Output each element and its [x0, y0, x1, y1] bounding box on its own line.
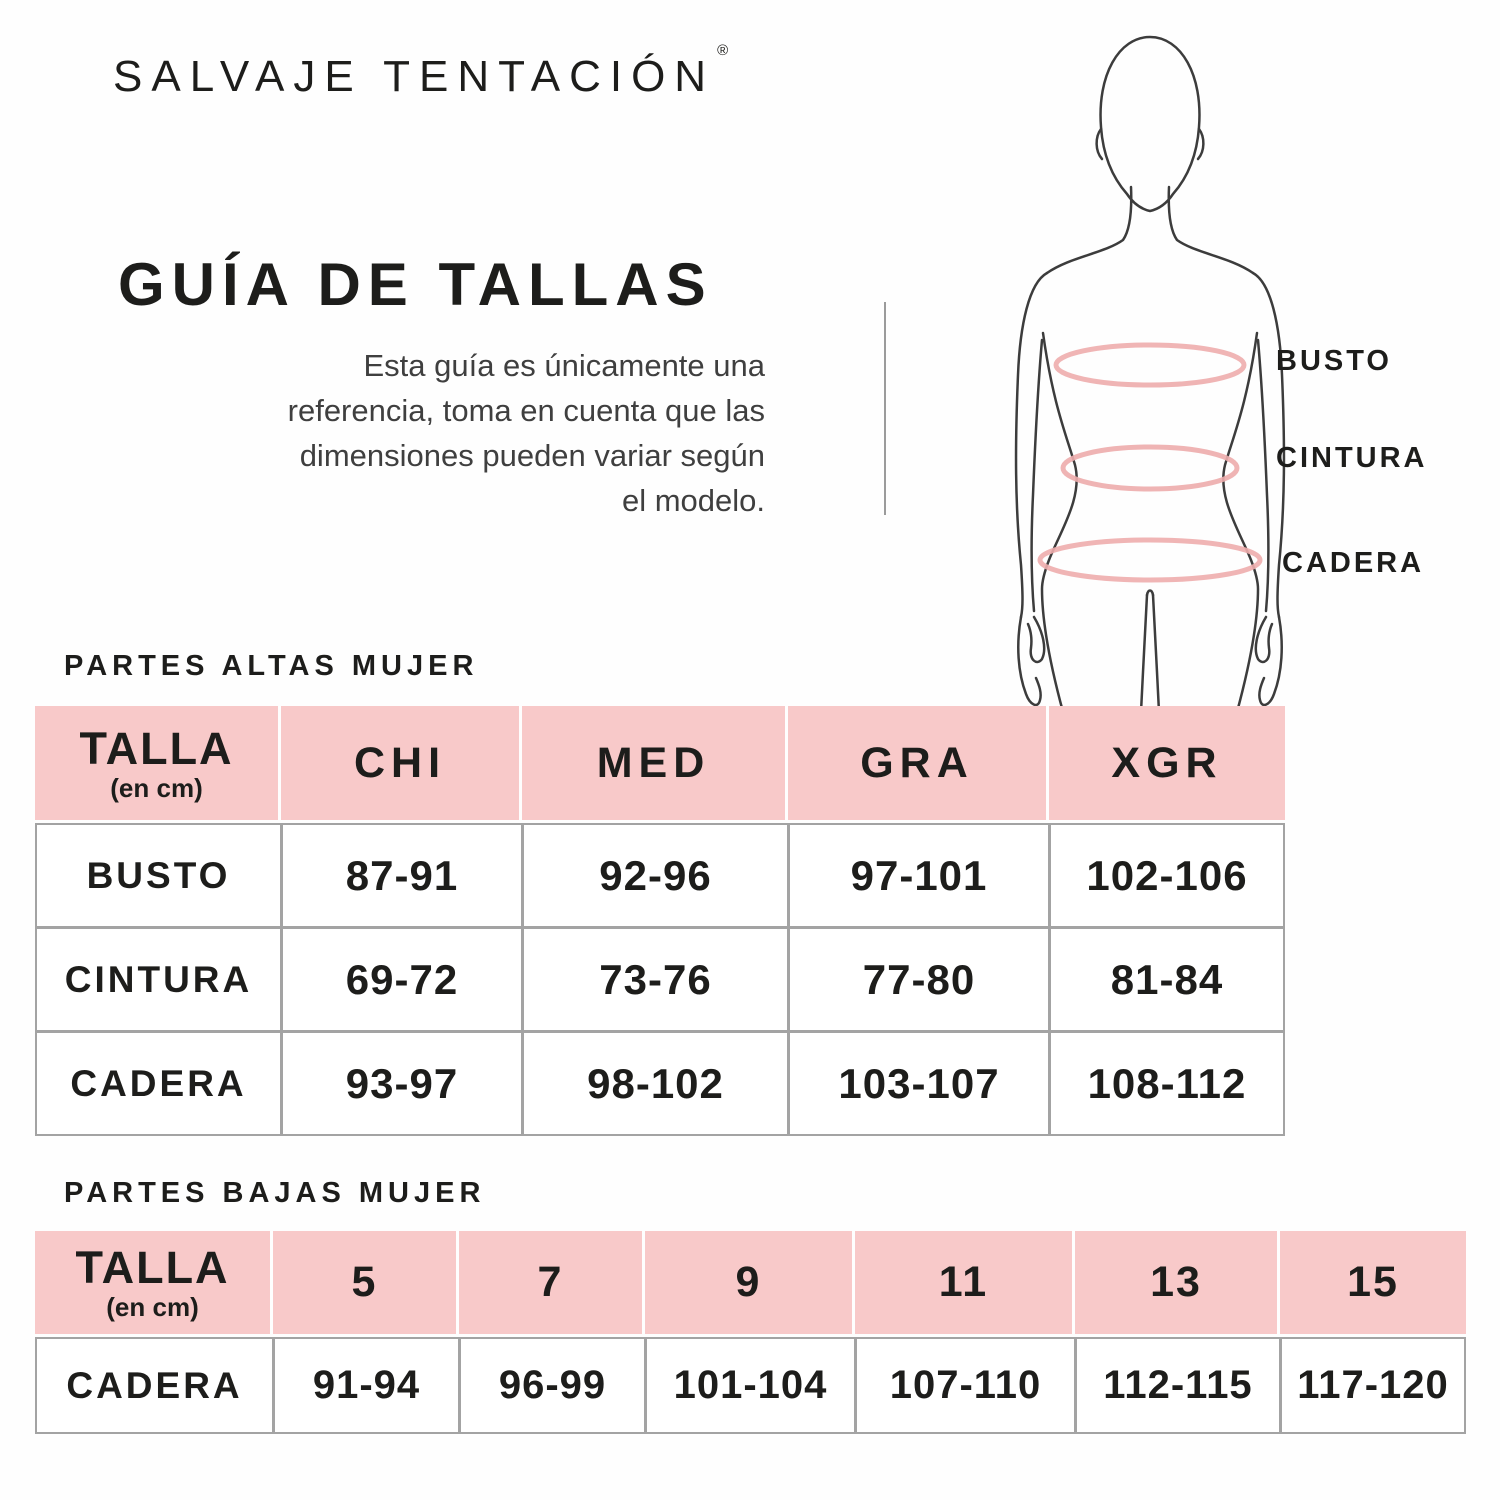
header-cell-15: 15: [1280, 1231, 1466, 1334]
bottoms-table-body: CADERA 91-94 96-99 101-104 107-110 112-1…: [35, 1337, 1466, 1434]
cell-cadera-med: 98-102: [524, 1033, 787, 1134]
registered-trademark-icon: ®: [717, 42, 729, 60]
talla-label: TALLA: [79, 722, 234, 774]
right-arm-inner: [1256, 338, 1270, 613]
talla-unit: (en cm): [110, 772, 203, 803]
bust-label: BUSTO: [1276, 345, 1392, 377]
talla-label: TALLA: [75, 1242, 230, 1293]
neck-right: [1167, 185, 1255, 275]
size-guide-description: Esta guía es únicamente una referencia, …: [78, 343, 765, 523]
bottoms-section-title: PARTES BAJAS MUJER: [64, 1177, 486, 1209]
cell-cintura-chi: 69-72: [283, 929, 521, 1030]
torso-left: [1040, 331, 1078, 713]
head-outline: [1099, 35, 1201, 213]
header-cell-gra: GRA: [788, 706, 1046, 820]
header-cell-7: 7: [459, 1231, 642, 1334]
row-label-cadera: CADERA: [37, 1339, 272, 1432]
cell-cadera-5: 91-94: [275, 1339, 458, 1432]
description-line: referencia, toma en cuenta que las: [287, 393, 765, 428]
inner-leg-right: [1151, 593, 1161, 713]
talla-unit: (en cm): [106, 1292, 199, 1322]
cell-cadera-gra: 103-107: [790, 1033, 1048, 1134]
inner-leg-left: [1139, 593, 1149, 713]
cell-cadera-9: 101-104: [647, 1339, 854, 1432]
cell-cintura-gra: 77-80: [790, 929, 1048, 1030]
tops-section-title: PARTES ALTAS MUJER: [64, 650, 479, 682]
waist-measure-ellipse: [1060, 444, 1240, 492]
bust-measure-ellipse: [1053, 342, 1247, 388]
crotch-line: [1145, 589, 1155, 597]
hip-measure-ellipse: [1037, 537, 1263, 583]
torso-right: [1222, 331, 1260, 713]
brand-logo: SALVAJE TENTACIÓN®: [113, 42, 728, 102]
right-ear: [1196, 127, 1205, 161]
cell-cadera-13: 112-115: [1077, 1339, 1279, 1432]
cell-cintura-med: 73-76: [524, 929, 787, 1030]
header-cell-med: MED: [522, 706, 785, 820]
header-cell-5: 5: [273, 1231, 456, 1334]
right-arm-outer: [1251, 271, 1286, 619]
cell-busto-med: 92-96: [524, 825, 787, 926]
cell-cadera-15: 117-120: [1282, 1339, 1464, 1432]
right-hand: [1258, 615, 1283, 707]
cell-busto-chi: 87-91: [283, 825, 521, 926]
cell-cadera-7: 96-99: [461, 1339, 644, 1432]
header-cell-13: 13: [1075, 1231, 1277, 1334]
header-cell-11: 11: [855, 1231, 1072, 1334]
brand-name: SALVAJE TENTACIÓN: [113, 52, 716, 101]
description-line: el modelo.: [621, 483, 765, 518]
right-thumb: [1254, 615, 1274, 664]
neck-left: [1045, 185, 1133, 275]
bottoms-size-table: TALLA (en cm) 5 7 9 11 13 15 CADERA 91-9…: [35, 1231, 1466, 1434]
description-line: dimensiones pueden variar según: [299, 438, 765, 473]
description-line: Esta guía es únicamente una: [363, 348, 765, 383]
tops-size-table: TALLA (en cm) CHI MED GRA XGR BUSTO 87-9…: [35, 706, 1285, 1136]
cell-busto-gra: 97-101: [790, 825, 1048, 926]
header-cell-talla: TALLA (en cm): [35, 1231, 270, 1334]
left-arm-outer: [1014, 271, 1049, 619]
row-label-busto: BUSTO: [37, 825, 280, 926]
left-arm-inner: [1030, 338, 1044, 613]
tops-table-header: TALLA (en cm) CHI MED GRA XGR: [35, 706, 1285, 820]
header-cell-chi: CHI: [281, 706, 519, 820]
header-cell-xgr: XGR: [1049, 706, 1285, 820]
cell-busto-xgr: 102-106: [1051, 825, 1283, 926]
row-label-cadera: CADERA: [37, 1033, 280, 1134]
waist-label: CINTURA: [1276, 442, 1428, 474]
header-cell-9: 9: [645, 1231, 852, 1334]
left-thumb: [1026, 615, 1046, 664]
cell-cadera-chi: 93-97: [283, 1033, 521, 1134]
vertical-divider: [884, 302, 886, 515]
tops-table-body: BUSTO 87-91 92-96 97-101 102-106 CINTURA…: [35, 823, 1285, 1136]
row-label-cintura: CINTURA: [37, 929, 280, 1030]
female-body-silhouette: [1014, 35, 1286, 713]
cell-cadera-xgr: 108-112: [1051, 1033, 1283, 1134]
cell-cintura-xgr: 81-84: [1051, 929, 1283, 1030]
left-hand: [1017, 615, 1042, 707]
hip-label: CADERA: [1282, 547, 1425, 579]
page-title: GUÍA DE TALLAS: [118, 251, 713, 318]
left-ear: [1095, 127, 1104, 161]
header-cell-talla: TALLA (en cm): [35, 706, 278, 820]
cell-cadera-11: 107-110: [857, 1339, 1074, 1432]
bottoms-table-header: TALLA (en cm) 5 7 9 11 13 15: [35, 1231, 1466, 1334]
